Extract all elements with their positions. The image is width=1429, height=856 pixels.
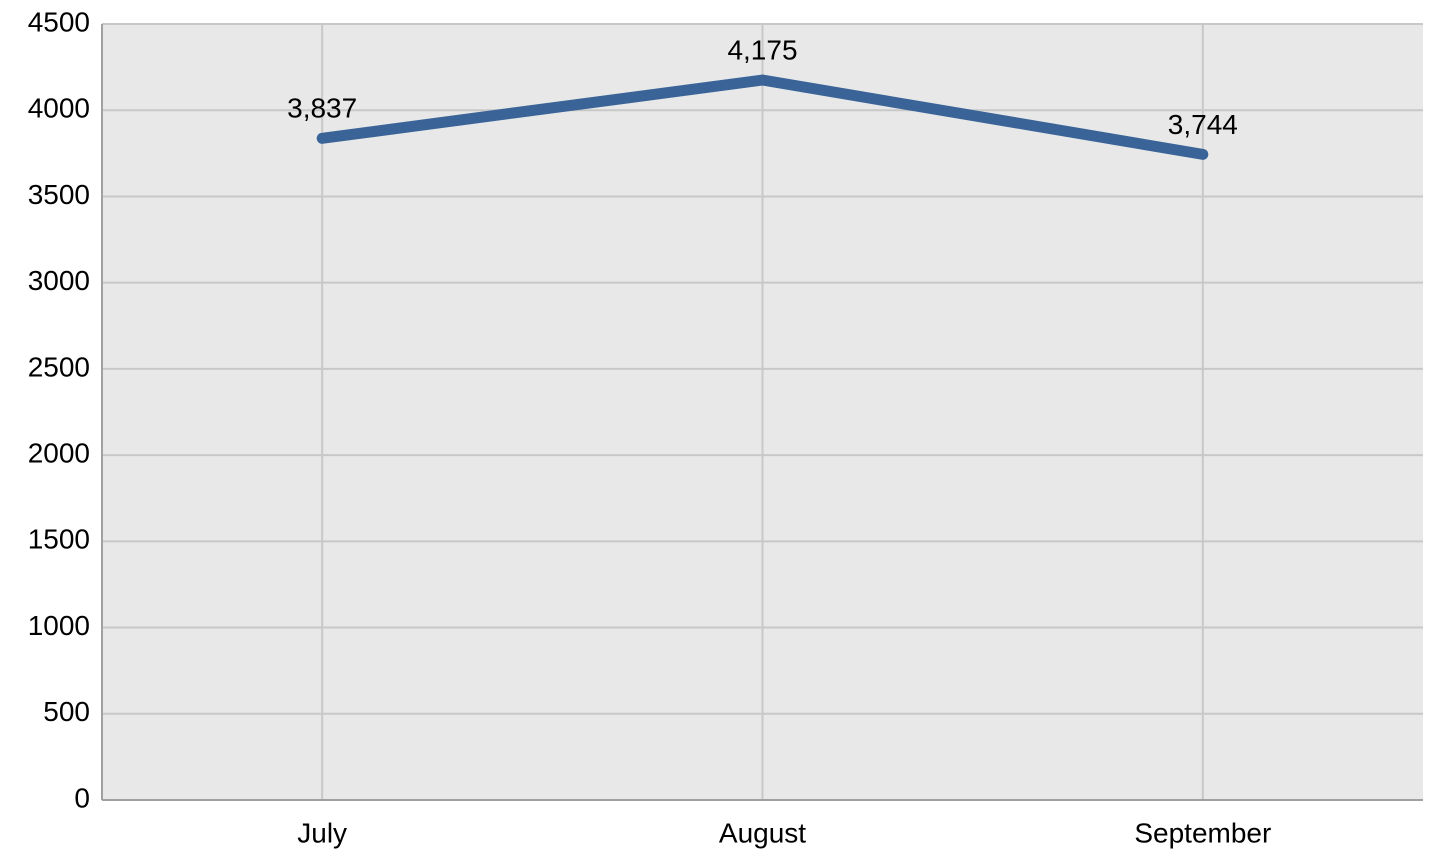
y-tick-label: 0: [74, 782, 90, 813]
y-tick-label: 3000: [28, 265, 90, 296]
x-tick-label: July: [297, 817, 347, 848]
x-tick-label: September: [1134, 817, 1271, 848]
line: [316, 74, 1209, 160]
y-tick-label: 2000: [28, 438, 90, 469]
data-label: 4,175: [727, 34, 797, 65]
y-tick-label: 4000: [28, 93, 90, 124]
y-tick-label: 2500: [28, 351, 90, 382]
y-tick-label: 4500: [28, 6, 90, 37]
data-label: 3,837: [287, 93, 357, 124]
y-tick-label: 1000: [28, 610, 90, 641]
y-tick-label: 1500: [28, 524, 90, 555]
y-tick-label: 3500: [28, 179, 90, 210]
y-tick-label: 500: [43, 696, 90, 727]
data-label: 3,744: [1168, 109, 1238, 140]
x-tick-label: August: [719, 817, 806, 848]
